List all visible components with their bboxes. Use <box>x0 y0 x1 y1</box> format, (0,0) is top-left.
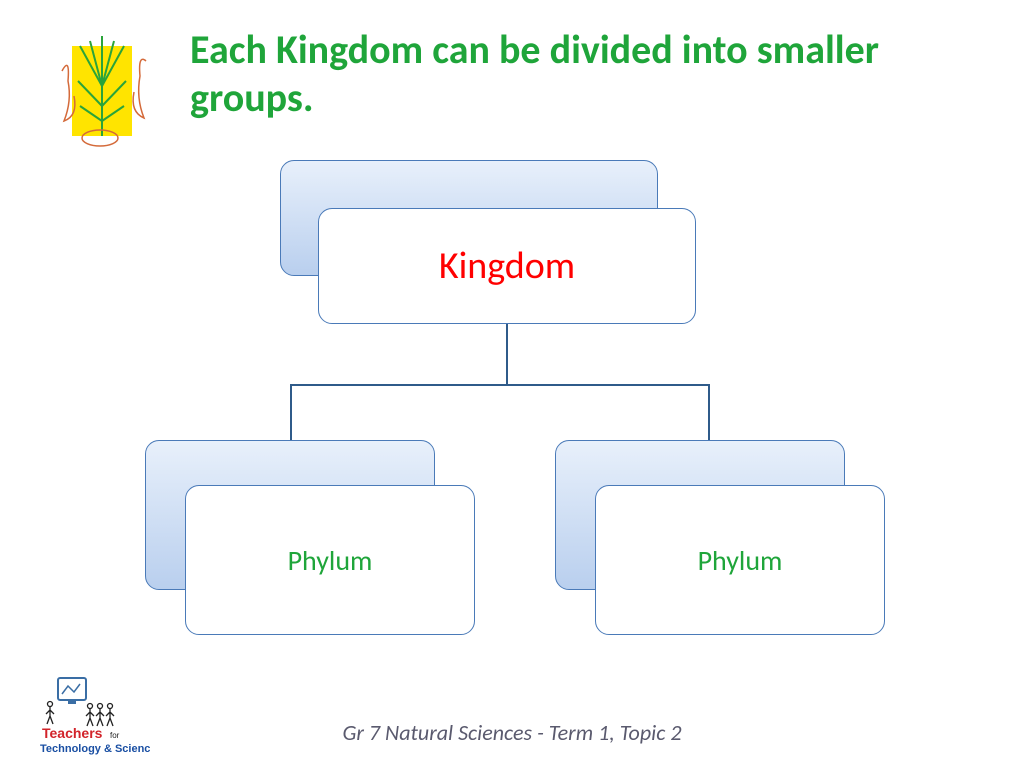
child-node: Phylum <box>185 485 475 635</box>
connector <box>290 384 292 440</box>
root-label: Kingdom <box>439 243 575 289</box>
child-label: Phylum <box>698 543 783 578</box>
connector <box>290 384 710 386</box>
top-logo-icon <box>50 26 160 156</box>
footer-text: Gr 7 Natural Sciences - Term 1, Topic 2 <box>0 719 1024 746</box>
page-title: Each Kingdom can be divided into smaller… <box>190 26 994 122</box>
child-node: Phylum <box>595 485 885 635</box>
hierarchy-diagram: Kingdom Phylum Phylum <box>0 160 1024 680</box>
connector <box>506 324 508 384</box>
child-label: Phylum <box>288 543 373 578</box>
header: Each Kingdom can be divided into smaller… <box>50 26 994 156</box>
connector <box>708 384 710 440</box>
root-node: Kingdom <box>318 208 696 324</box>
